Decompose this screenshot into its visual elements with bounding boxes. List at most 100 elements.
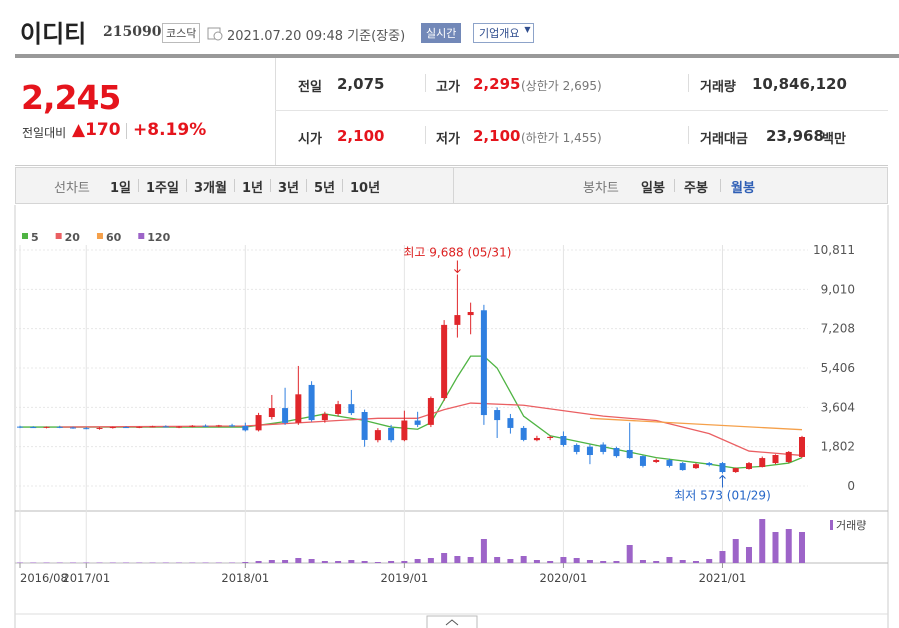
tab[interactable]: 일봉 <box>641 181 665 196</box>
item-value: 10,846,120 <box>752 75 847 93</box>
tab-group-label: 선차트 <box>54 181 90 196</box>
time: 2021.07.20 09:48 기준(장중) <box>227 29 406 44</box>
volume-bar <box>149 562 156 563</box>
tab-selected[interactable]: 월봉 <box>731 181 755 196</box>
volume-bar <box>600 561 607 563</box>
candle-body <box>666 460 673 466</box>
volume-bar <box>732 539 739 563</box>
candle-body <box>96 427 103 429</box>
volume-bar <box>759 519 766 563</box>
volume-bar <box>136 562 143 563</box>
header-rule <box>15 54 899 58</box>
item-unit: 백만 <box>822 132 846 147</box>
candle-body <box>414 420 421 425</box>
company-label: 기업개요 <box>479 27 520 40</box>
volume-bar <box>494 557 501 563</box>
tab-list: 1일 1주일 3개월 1년 3년 5년 10년 <box>110 177 380 196</box>
candle-body <box>719 463 726 473</box>
volume-bar <box>573 558 580 563</box>
volume-bar <box>321 561 328 563</box>
y-tick-label: 0 <box>847 479 855 493</box>
candle-body <box>215 425 222 427</box>
divider <box>342 179 343 192</box>
divider <box>275 110 888 111</box>
candle-body <box>401 420 408 441</box>
candle-body <box>745 463 752 469</box>
candle-body <box>229 425 236 427</box>
candle-body <box>295 394 302 423</box>
tab[interactable]: 3개월 <box>193 181 227 196</box>
volume-bar <box>308 559 315 563</box>
tab[interactable]: 5년 <box>313 181 335 196</box>
divider <box>674 179 675 192</box>
volume-bar <box>480 539 487 563</box>
item-value: 2,295 <box>473 75 521 93</box>
item-label: 거래량 <box>700 80 736 95</box>
legend-label: 60 <box>106 231 122 244</box>
candle-body <box>202 425 209 427</box>
volume-bar <box>427 558 434 563</box>
volume-legend-swatch <box>830 520 833 530</box>
candle-body <box>176 426 183 428</box>
candle-body <box>533 437 540 441</box>
volume-bar <box>56 562 63 563</box>
tab[interactable]: 주봉 <box>684 181 708 196</box>
volume-bar <box>348 560 355 563</box>
candle-body <box>268 408 275 418</box>
legend-label: 120 <box>147 231 170 244</box>
candle-body <box>560 436 567 445</box>
divider <box>305 179 307 192</box>
rate: +8.19% <box>133 120 207 140</box>
volume-bar <box>692 561 699 563</box>
divider <box>269 179 271 192</box>
x-tick-label: 2021/01 <box>699 571 747 585</box>
volume-bar <box>613 561 620 563</box>
legend-label: 20 <box>65 231 81 244</box>
stock-code: 215090 <box>103 24 162 40</box>
item-note: (하한가 1,455) <box>521 131 602 145</box>
volume-bar <box>454 556 461 563</box>
tab-group-label: 봉차트 <box>583 181 619 196</box>
volume-bar <box>799 532 805 563</box>
candle-body <box>374 430 381 441</box>
x-tick-label: 2017/01 <box>62 571 110 585</box>
candle-body <box>653 460 660 462</box>
divider <box>233 179 235 192</box>
volume-bar <box>162 562 169 563</box>
collapse-icon <box>445 619 459 626</box>
volume-bar <box>401 561 408 563</box>
volume-bar <box>520 556 527 563</box>
item-label: 고가 <box>436 80 460 95</box>
candle-body <box>759 458 766 468</box>
annotation-arrow <box>454 260 461 274</box>
volume-bar <box>719 551 726 563</box>
item-label: 저가 <box>436 132 460 147</box>
change: ▲170 <box>72 120 121 140</box>
candle-body <box>520 427 527 440</box>
ma-line <box>59 402 803 457</box>
volume-bar <box>123 562 130 563</box>
candle-body <box>242 425 249 431</box>
x-tick-label: 2016/08 <box>20 571 68 585</box>
legend-label: 5 <box>31 231 39 244</box>
volume-bar <box>626 545 633 563</box>
volume-bar <box>282 560 289 563</box>
item-label: 거래대금 <box>700 132 748 147</box>
price: 2,245 <box>21 78 121 117</box>
volume-bar <box>507 559 514 563</box>
legend-swatch <box>55 233 62 239</box>
tab[interactable]: 1주일 <box>146 181 179 196</box>
volume-bar <box>335 561 342 563</box>
candle-body <box>335 404 342 414</box>
volume-bar <box>414 559 421 563</box>
tab[interactable]: 1일 <box>110 181 132 196</box>
volume-bar <box>441 553 448 563</box>
y-tick-label: 9,010 <box>821 282 855 296</box>
realtime-badge[interactable]: 실시간 <box>421 23 462 43</box>
company-button[interactable]: 기업개요 ▼ <box>473 23 535 43</box>
tab[interactable]: 3년 <box>277 181 299 196</box>
candle-body <box>494 410 501 421</box>
collapse-tab[interactable] <box>426 615 478 628</box>
tab[interactable]: 1년 <box>241 181 263 196</box>
tab[interactable]: 10년 <box>350 181 381 196</box>
